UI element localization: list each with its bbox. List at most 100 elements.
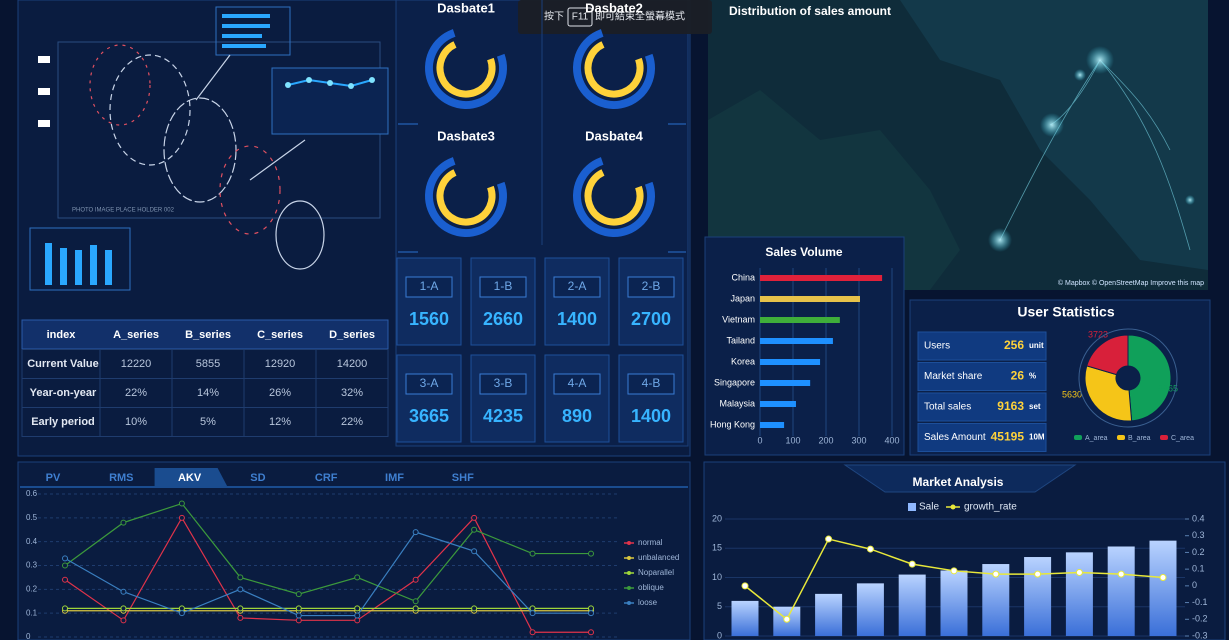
series-point — [825, 535, 833, 543]
tab: SHF — [452, 472, 474, 484]
bar — [815, 593, 843, 636]
stat-box — [917, 392, 1047, 422]
bar — [1024, 557, 1052, 636]
series-line — [64, 502, 591, 602]
fullscreen-notice — [518, 0, 712, 34]
legend-label: C_area — [1171, 435, 1194, 442]
legend-label: Sale — [919, 502, 939, 513]
table-header: C_series — [257, 329, 303, 341]
legend-label: B_area — [1128, 435, 1151, 442]
map-attribution: © Mapbox © OpenStreetMap Improve this ma… — [1058, 279, 1204, 287]
category-label: Malaysia — [719, 398, 755, 408]
bar — [760, 359, 821, 365]
tile-label-box — [405, 276, 453, 298]
tile-label: 4-A — [568, 376, 587, 390]
series-point — [295, 617, 302, 624]
series-point — [62, 555, 68, 562]
series-point — [412, 529, 419, 536]
y-tick-label: 0.4 — [26, 537, 38, 546]
category-label: Japan — [730, 293, 755, 303]
series-point — [866, 545, 874, 553]
legend-swatch — [1074, 435, 1082, 440]
table-cell: 14200 — [337, 358, 368, 370]
series-point — [178, 514, 185, 521]
series-point — [295, 612, 302, 619]
stat-unit: set — [1029, 402, 1041, 411]
series-point — [588, 629, 594, 636]
illustration — [29, 6, 389, 291]
series-point — [992, 570, 1000, 578]
tile-label-box — [553, 276, 601, 298]
table-row-bg — [21, 349, 389, 379]
table-cell: 12% — [269, 416, 291, 428]
tile — [470, 354, 536, 443]
legend-label: loose — [638, 598, 658, 607]
legend-swatch — [908, 503, 916, 511]
sales-volume-panel — [704, 236, 905, 456]
bar — [731, 600, 759, 636]
series-point — [588, 610, 594, 617]
series-point — [120, 588, 127, 595]
series-point — [529, 629, 536, 636]
stat-unit: % — [1029, 372, 1036, 381]
series-point — [471, 526, 478, 533]
y-tick-label: 0 — [717, 630, 722, 640]
table-cell: 12220 — [121, 358, 152, 370]
y2-tick-label: 0.3 — [1192, 530, 1205, 540]
gauge-title: Dasbate4 — [585, 128, 644, 143]
category-label: Tailand — [726, 335, 755, 345]
series-point — [412, 576, 419, 583]
tile-label-box — [405, 373, 453, 395]
series-point — [471, 605, 478, 612]
stat-label: Users — [924, 341, 950, 352]
tab: AKV — [178, 472, 202, 484]
tile-label: 4-B — [642, 376, 661, 390]
tab-active — [154, 468, 228, 487]
table-cell: 12920 — [265, 358, 296, 370]
tile-value: 2700 — [631, 309, 671, 329]
series-point — [62, 605, 68, 612]
tile-label-box — [627, 373, 675, 395]
table-header: D_series — [329, 329, 375, 341]
gauge-arc — [584, 166, 644, 226]
bar — [760, 422, 785, 428]
notice-text: 即可結束全螢幕模式 — [595, 10, 685, 23]
stat-unit: unit — [1029, 341, 1044, 350]
series-point — [295, 591, 302, 598]
gauge-ring — [425, 155, 507, 237]
series-point — [237, 605, 244, 612]
legend-dot — [950, 504, 956, 510]
tile-label-box — [627, 276, 675, 298]
tab: CRF — [315, 472, 338, 484]
legend-label: oblique — [638, 583, 664, 592]
tab: RMS — [109, 472, 133, 484]
y-tick-label: 0.5 — [26, 513, 38, 522]
table-cell: 26% — [269, 387, 291, 399]
chart-title: Sales Volume — [765, 245, 842, 259]
series-point — [529, 550, 536, 557]
bar — [760, 401, 796, 407]
series-point — [783, 615, 791, 623]
pie-label: 5630 — [1062, 389, 1082, 399]
bar — [1107, 546, 1135, 636]
gauge-arc — [436, 38, 496, 98]
legend-swatch — [1117, 435, 1125, 440]
series-point — [471, 548, 478, 555]
bar — [760, 317, 840, 323]
series-point — [1117, 570, 1125, 578]
y2-tick-label: 0 — [1192, 580, 1197, 590]
gauge-title: Dasbate1 — [437, 0, 495, 15]
tile-value: 1400 — [557, 309, 597, 329]
y2-tick-label: 0.4 — [1192, 513, 1205, 523]
series-point — [1075, 568, 1083, 576]
bar — [1149, 540, 1177, 636]
y-tick-label: 10 — [712, 572, 722, 582]
generated: index A_series B_series C_series D_series Cur… — [20, 0, 1208, 640]
series-point — [62, 562, 68, 569]
x-tick-label: 300 — [851, 435, 866, 445]
table-header: A_series — [113, 329, 159, 341]
notice-key: F11 — [572, 12, 589, 23]
gauge-title: Dasbate2 — [585, 0, 643, 15]
legend-label: Noparallel — [638, 568, 674, 577]
